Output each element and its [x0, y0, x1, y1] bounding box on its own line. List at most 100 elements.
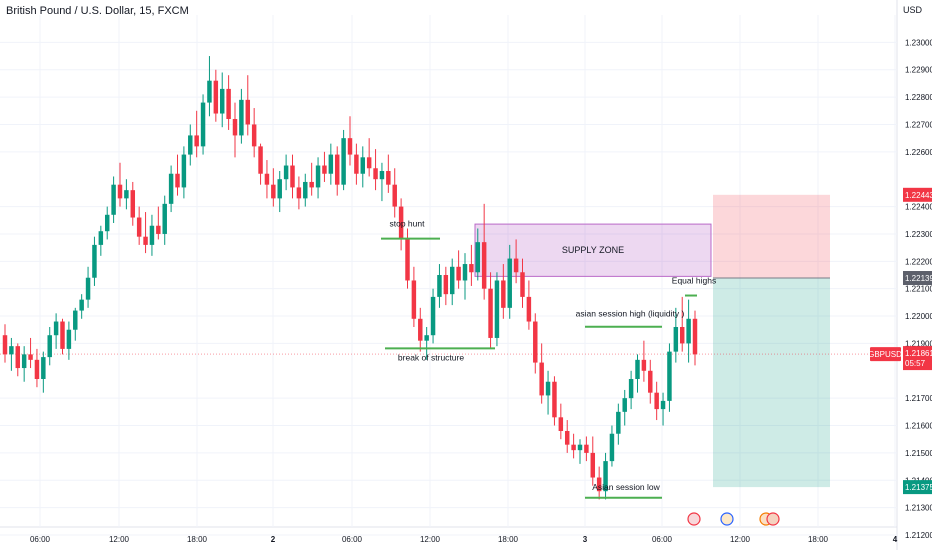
candle-body — [98, 231, 104, 245]
candle-body — [596, 477, 602, 492]
candles — [2, 56, 698, 500]
candle — [386, 154, 391, 193]
candle — [130, 181, 136, 226]
time-tick-label: 12:00 — [730, 535, 751, 544]
candle — [660, 392, 666, 426]
candle-body — [264, 173, 270, 185]
candle-body — [296, 187, 302, 199]
candle-body — [162, 203, 167, 234]
candle — [149, 214, 155, 256]
icon-shape — [720, 512, 734, 526]
us-flag-icon[interactable] — [720, 512, 734, 526]
gb-flag-icon[interactable] — [687, 512, 701, 526]
candle — [181, 146, 187, 199]
candle — [283, 154, 289, 191]
candle-body — [584, 444, 589, 453]
candle — [424, 327, 429, 360]
candle-body — [545, 381, 551, 396]
candle-body — [303, 181, 308, 199]
candle-body — [539, 362, 544, 396]
stop-loss-zone — [713, 194, 830, 279]
candle-body — [571, 444, 576, 451]
candle — [232, 102, 238, 158]
candle-body — [526, 296, 532, 322]
candle — [526, 280, 532, 330]
candle-body — [488, 288, 493, 338]
event-icons[interactable] — [687, 512, 780, 526]
candle-body — [15, 346, 21, 369]
candle — [168, 165, 174, 213]
candle — [226, 75, 231, 130]
price-tick-label: 1.22700 — [905, 120, 932, 129]
candle-body — [456, 266, 461, 281]
candle-body — [392, 184, 397, 207]
candle-body — [85, 277, 91, 300]
candle — [366, 138, 372, 177]
candle — [34, 348, 40, 388]
candle — [398, 198, 404, 251]
price-axis[interactable]: 1.23000 1.22900 1.22800 1.22700 1.22600 1.224… — [905, 38, 932, 540]
candle — [392, 168, 397, 218]
candle-body — [290, 165, 295, 188]
candle — [239, 88, 244, 144]
candle — [596, 466, 602, 500]
price-tick-label: 1.22000 — [905, 312, 932, 321]
candle — [92, 236, 97, 286]
candle-body — [79, 299, 84, 311]
candle — [577, 439, 583, 464]
annotation-label: break of structure — [398, 352, 464, 362]
time-tick-label: 2 — [271, 535, 276, 544]
time-tick-label: 06:00 — [652, 535, 673, 544]
us-events-icon[interactable] — [759, 512, 780, 526]
candle — [136, 206, 142, 245]
candle — [264, 160, 270, 199]
candle-body — [315, 165, 321, 188]
time-tick-label: 4 — [893, 535, 898, 544]
candle-body — [603, 461, 608, 492]
candle-body — [609, 433, 615, 462]
candle — [456, 250, 461, 289]
candle-body — [507, 258, 512, 308]
candle — [673, 307, 679, 363]
candle — [175, 154, 180, 196]
price-tick-label: 1.22900 — [905, 66, 932, 75]
candle-body — [194, 135, 199, 147]
candle — [290, 154, 295, 199]
candle — [271, 168, 276, 207]
candle-body — [424, 335, 429, 341]
candle-body — [92, 244, 97, 278]
time-axis[interactable]: 06:00 12:00 18:00 2 06:00 12:00 18:00 3 06:00 12:… — [30, 535, 898, 544]
candle-body — [475, 242, 481, 273]
grid-lines — [0, 0, 898, 550]
candle — [111, 176, 116, 223]
price-tag-box — [903, 271, 932, 286]
candle-body — [66, 329, 72, 349]
candle-body — [28, 354, 33, 360]
chart-title: British Pound / U.S. Dollar, 15, FXCM — [6, 5, 189, 17]
candle — [207, 56, 212, 117]
price-tick-label: 1.22600 — [905, 148, 932, 157]
candle-body — [686, 318, 691, 344]
candle — [47, 327, 52, 366]
candle-body — [616, 411, 621, 434]
price-tick-label: 1.23000 — [905, 38, 932, 47]
candle — [360, 146, 366, 188]
candle — [28, 337, 33, 369]
candle-body — [168, 173, 174, 204]
drawing-zones: SUPPLY ZONE — [0, 194, 897, 488]
candle — [584, 436, 589, 462]
icon-shape — [687, 512, 701, 526]
candle-body — [309, 181, 314, 188]
price-tag-text: 1.21375 — [905, 483, 932, 492]
candle — [686, 299, 691, 363]
candle — [520, 258, 525, 308]
candle-body — [53, 321, 59, 336]
candle — [411, 266, 417, 327]
price-tick-label: 1.22400 — [905, 203, 932, 212]
candle-body — [405, 239, 410, 281]
candle-body — [513, 258, 519, 273]
candle — [603, 452, 608, 500]
candle — [251, 108, 257, 158]
candle-body — [207, 80, 212, 103]
